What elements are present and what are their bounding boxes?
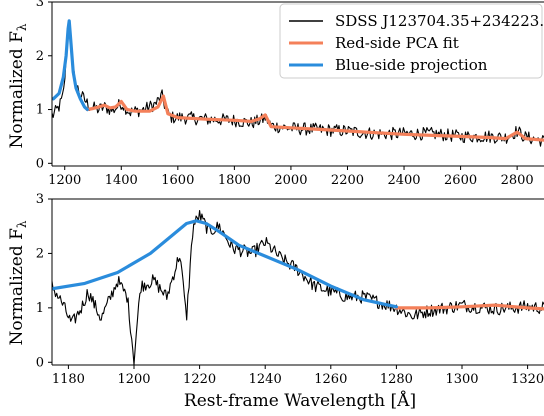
bottom-xtick-label: 1180 [52, 372, 85, 387]
legend-label-blue-projection: Blue-side projection [335, 56, 488, 74]
top-series-blue-projection [52, 19, 89, 112]
top-xtick-label: 2600 [444, 173, 477, 188]
legend-box [279, 3, 543, 79]
top-xtick-label: 2200 [331, 173, 364, 188]
top-xtick-label: 1200 [48, 173, 81, 188]
top-axis-ticks: 1200 1400 1600 1800 2000 2200 2400 2600 2800 0 1 2 3 [36, 0, 534, 188]
bottom-ytick-label: 1 [36, 301, 44, 316]
bottom-ytick-label: 0 [36, 355, 44, 370]
top-series-red-fit [85, 94, 544, 142]
bottom-ylabel: Normalized Fλ [7, 220, 29, 345]
bottom-ytick-label: 3 [36, 192, 44, 207]
top-xtick-label: 1800 [218, 173, 251, 188]
top-xtick-label: 2400 [387, 173, 420, 188]
bottom-ylabel-sub: λ [15, 220, 29, 228]
bottom-ytick-label: 2 [36, 246, 44, 261]
bottom-xtick-label: 1300 [445, 372, 478, 387]
top-xtick-label: 2800 [501, 173, 534, 188]
bottom-ylabel-main: Normalized F [7, 228, 27, 346]
panel-bottom-zoom: 1180 1200 1220 1240 1260 1280 1300 1320 0 1 2 3 Nor… [7, 192, 544, 411]
bottom-plot-area [52, 210, 544, 365]
bottom-xtick-label: 1260 [314, 372, 347, 387]
legend: SDSS J123704.35+234223.8 Red-side PCA fi… [279, 3, 544, 79]
top-ytick-label: 3 [36, 0, 44, 10]
bottom-xlabel: Rest-frame Wavelength [Å] [184, 390, 416, 411]
top-xtick-label: 1400 [105, 173, 138, 188]
bottom-xtick-label: 1200 [117, 372, 150, 387]
top-ytick-label: 2 [36, 49, 44, 64]
top-xtick-label: 1600 [161, 173, 194, 188]
top-ylabel: Normalized Fλ [7, 23, 29, 148]
bottom-xtick-label: 1220 [183, 372, 216, 387]
legend-label-observed: SDSS J123704.35+234223.8 [335, 12, 544, 30]
top-ylabel-sub: λ [15, 23, 29, 31]
bottom-series-observed [52, 210, 544, 365]
legend-label-red-fit: Red-side PCA fit [335, 34, 459, 52]
bottom-xtick-label: 1320 [511, 372, 544, 387]
panel-top-full-spectrum: 1200 1400 1600 1800 2000 2200 2400 2600 2800 0 1 2 3… [7, 0, 544, 188]
bottom-series-blue-projection [52, 219, 398, 309]
bottom-xtick-label: 1280 [380, 372, 413, 387]
top-xtick-label: 2000 [274, 173, 307, 188]
bottom-xtick-label: 1240 [249, 372, 282, 387]
bottom-series-red-fit [394, 303, 544, 311]
top-plot-area [52, 19, 544, 147]
top-ytick-label: 1 [36, 103, 44, 118]
bottom-axis-ticks: 1180 1200 1220 1240 1260 1280 1300 1320 0 1 2 3 [36, 192, 544, 387]
top-ytick-label: 0 [36, 156, 44, 171]
top-ylabel-main: Normalized F [7, 31, 27, 149]
